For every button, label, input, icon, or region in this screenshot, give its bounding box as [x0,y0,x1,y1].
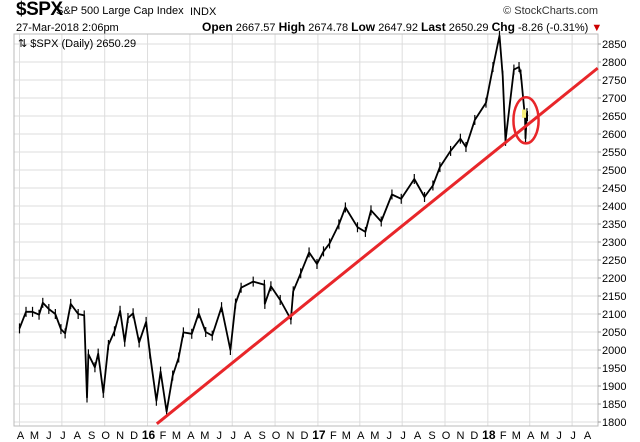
y-tick-label: 2400 [602,201,626,213]
x-tick-label: M [342,430,351,442]
x-tick-label: J [570,430,576,442]
x-tick-label: F [330,430,337,442]
x-tick-label: A [527,430,535,442]
highlight-ellipse [512,96,540,145]
x-tick-label: M [200,430,209,442]
x-tick-label: J [386,430,392,442]
quote-bar: Open 2667.57 High 2674.78 Low 2647.92 La… [202,20,603,34]
x-tick-label: 18 [482,428,496,442]
x-tick-label: O [101,430,110,442]
x-tick-label: J [60,430,66,442]
trendline [155,66,599,425]
x-tick-label: A [584,430,592,442]
legend-text: $SPX (Daily) 2650.29 [30,38,136,50]
y-tick-label: 2600 [602,129,626,141]
open-value: 2667.57 [235,22,276,34]
x-tick-label: A [74,430,82,442]
y-tick-label: 2850 [602,39,626,51]
y-tick-label: 2250 [602,255,626,267]
symbol: $SPX [16,0,63,20]
y-tick-label: 1900 [602,381,626,393]
plot-frame [13,33,599,427]
open-label: Open [202,20,233,34]
legend-label: ⇅ $SPX (Daily) 2650.29 [18,38,136,50]
y-tick-label: 1850 [602,399,626,411]
x-tick-label: M [370,430,379,442]
y-axis: 1800 1850 1900 1950 2000 2050 2100 2150 2200 2250… [598,39,626,429]
x-tick-label: N [116,430,124,442]
x-tick-label: J [217,430,223,442]
x-tick-label: M [540,430,549,442]
annotations [155,66,599,425]
x-tick-label: S [258,430,265,442]
x-tick-label: N [456,430,464,442]
y-tick-label: 2050 [602,327,626,339]
y-tick-label: 2450 [602,183,626,195]
index-name: S&P 500 Large Cap Index [56,5,184,17]
y-tick-label: 2100 [602,309,626,321]
exchange: INDX [190,6,217,18]
y-tick-label: 2500 [602,165,626,177]
last-bar-highlight [522,109,527,118]
high-value: 2674.78 [308,22,349,34]
x-tick-label: F [160,430,167,442]
arrows-up-down-icon: ⇅ [18,38,27,50]
y-tick-label: 2700 [602,93,626,105]
x-tick-label: M [30,430,39,442]
x-tick-label: S [428,430,435,442]
x-tick-label: D [130,430,138,442]
low-label: Low [351,20,376,34]
x-tick-label: N [287,430,295,442]
y-tick-label: 2800 [602,57,626,69]
quote-date: 27-Mar-2018 2:06pm [16,22,119,34]
y-tick-label: 2650 [602,111,626,123]
x-tick-label: M [172,430,181,442]
x-tick-label: O [272,430,281,442]
brand-watermark: © StockCharts.com [503,5,598,17]
x-tick-label: J [556,430,562,442]
y-tick-label: 2000 [602,345,626,357]
x-tick-label: S [88,430,95,442]
y-tick-label: 1800 [602,417,626,429]
y-tick-label: 2300 [602,237,626,249]
x-tick-label: A [414,430,422,442]
x-tick-label: O [442,430,451,442]
price-line [18,34,529,413]
x-tick-label: A [244,430,252,442]
x-tick-label: J [231,430,237,442]
y-tick-label: 1950 [602,363,626,375]
x-tick-label: J [46,430,52,442]
y-tick-label: 2200 [602,273,626,285]
high-label: High [278,20,306,34]
y-tick-label: 2750 [602,75,626,87]
x-tick-label: A [17,430,25,442]
x-tick-label: M [512,430,521,442]
y-tick-label: 2150 [602,291,626,303]
x-tick-label: 16 [142,428,156,442]
chg-label: Chg [491,20,515,34]
chg-value: -8.26 (-0.31%) [517,22,589,34]
y-tick-label: 2550 [602,147,626,159]
x-tick-label: A [187,430,195,442]
last-value: 2650.29 [448,22,489,34]
low-value: 2647.92 [378,22,418,34]
last-label: Last [421,20,446,34]
y-tick-label: 2350 [602,219,626,231]
price-series [18,30,529,417]
grid [14,34,598,426]
down-arrow-icon: ▼ [591,22,603,34]
x-axis: A M J J A S O N D 16 F M A M J J A S O N D 17 F M A M J J A S O N D 18 F M A… [17,428,592,442]
x-tick-label: J [400,430,406,442]
x-tick-label: D [301,430,309,442]
x-tick-label: 17 [312,428,326,442]
x-tick-label: F [500,430,507,442]
x-tick-label: D [470,430,478,442]
x-tick-label: A [357,430,365,442]
